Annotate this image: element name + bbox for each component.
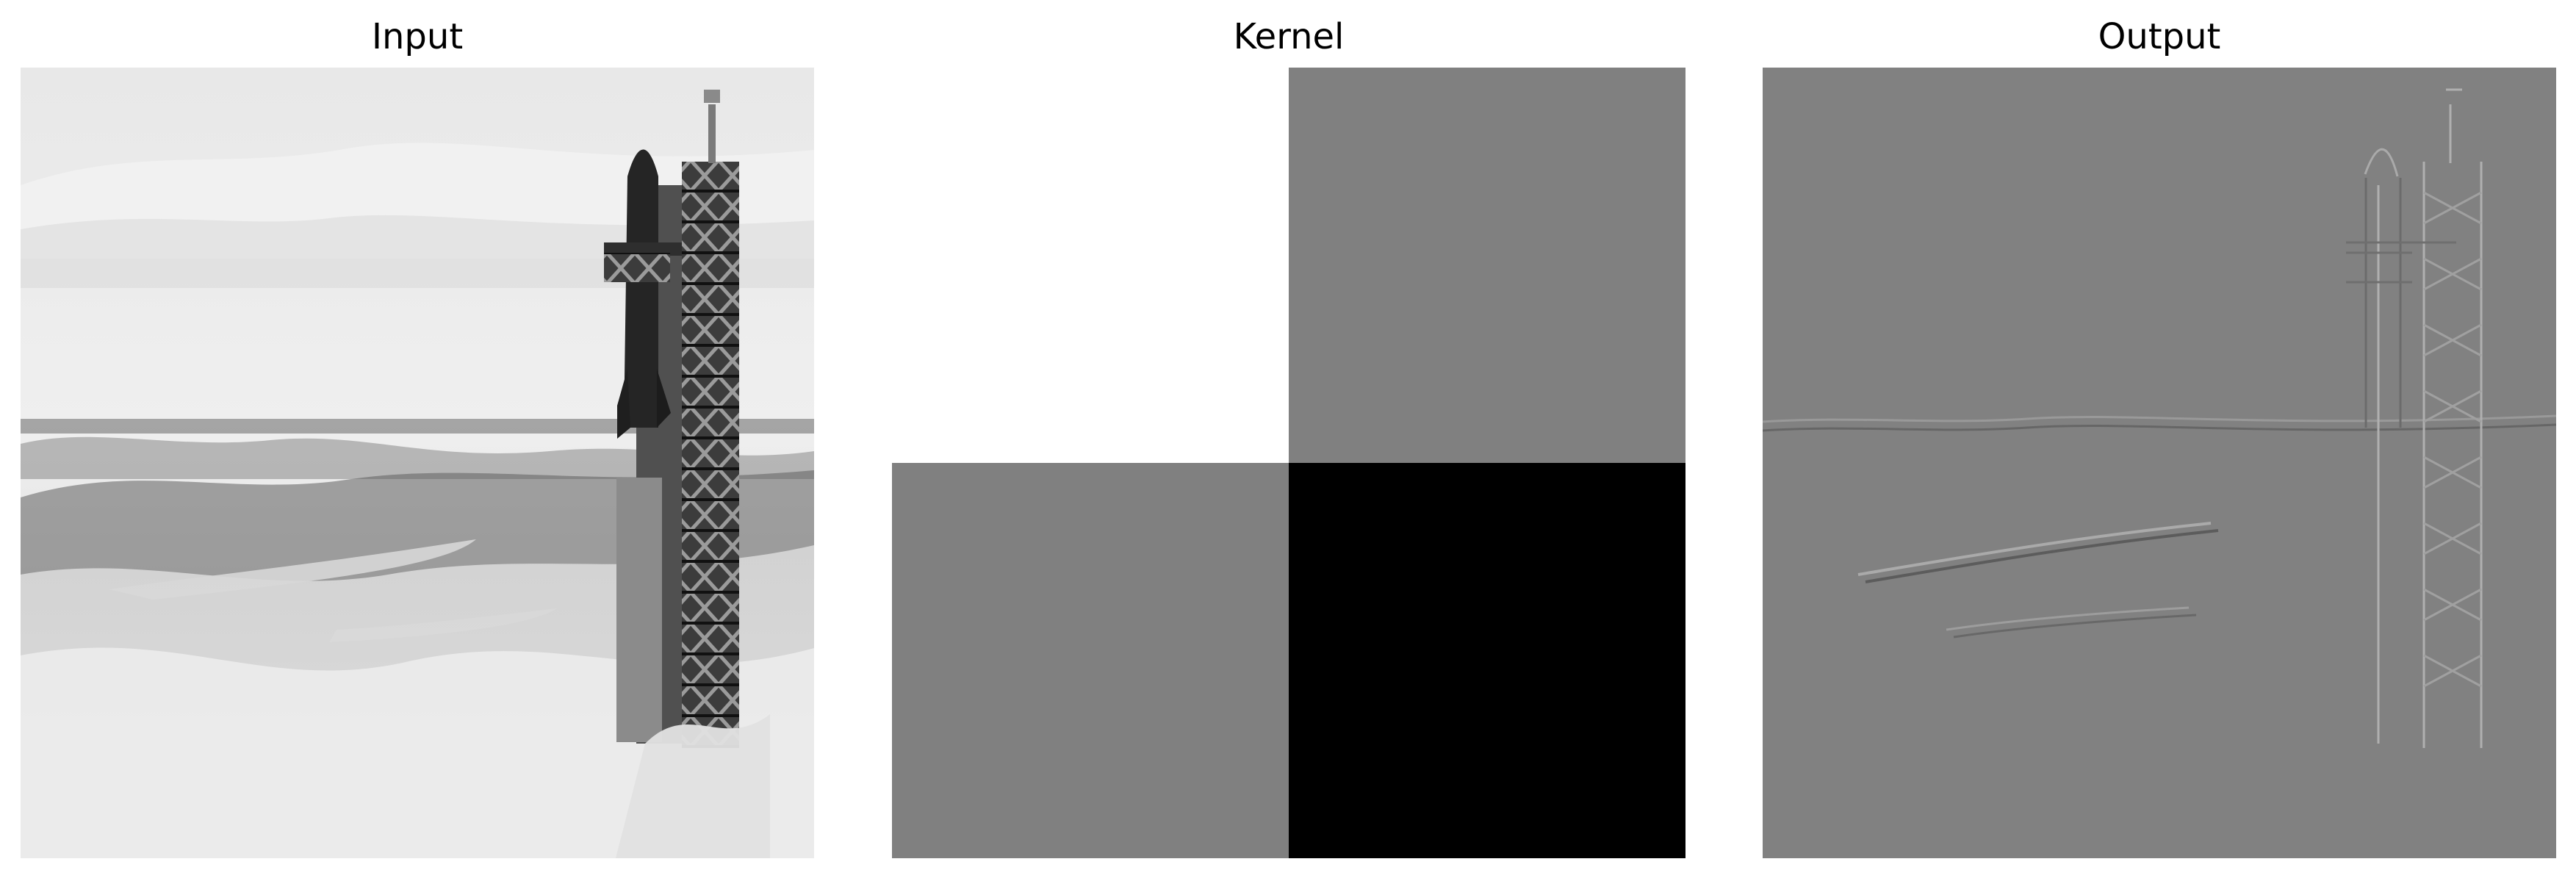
- kernel-cell-bottom-left: [892, 463, 1289, 858]
- kernel-cell-bottom-right: [1289, 463, 1685, 858]
- input-title: Input: [371, 16, 464, 57]
- kernel-cell-top-right: [1289, 68, 1685, 463]
- kernel-panel: Kernel: [892, 0, 1685, 881]
- output-panel: Output: [1763, 0, 2556, 881]
- kernel-title: Kernel: [1233, 16, 1345, 57]
- output-title: Output: [2098, 16, 2221, 57]
- kernel-image: [892, 68, 1685, 858]
- input-image: [21, 68, 814, 858]
- input-panel: Input: [21, 0, 814, 881]
- kernel-cell-top-left: [892, 68, 1289, 463]
- output-image: [1763, 68, 2556, 858]
